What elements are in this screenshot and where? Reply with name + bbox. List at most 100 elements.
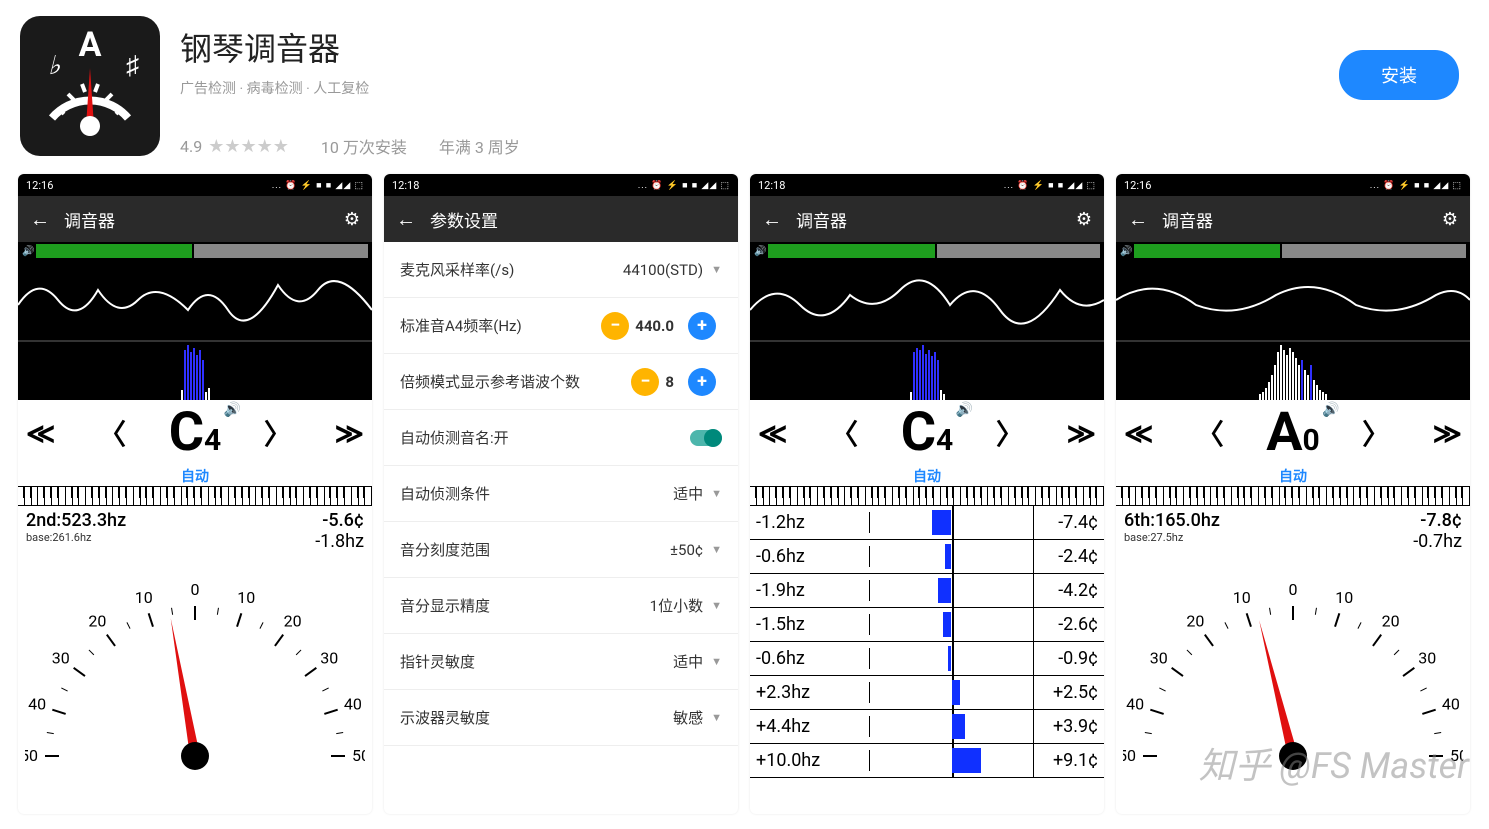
chevron-down-icon[interactable]: ▼ [711, 711, 722, 724]
auto-label[interactable]: 自动 [18, 466, 372, 486]
setting-row[interactable]: 标准音A4频率(Hz)−440.0+ [384, 298, 738, 354]
setting-label: 麦克风采样率(/s) [400, 259, 623, 280]
app-bar-title: 参数设置 [430, 207, 726, 232]
minus-button[interactable]: − [631, 368, 659, 396]
volume-bar: 🔊 [750, 242, 1104, 260]
volume-icon: 🔊 [22, 246, 34, 257]
screenshots-row: 12:16 ... ⏰ ⚡ ■ ■ ◢◢ ⬚ ← 调音器 ⚙ 🔊 ≪ 〈 C4 … [0, 174, 1489, 814]
deviation-row: +2.3hz+2.5¢ [750, 676, 1104, 710]
nav-next-icon[interactable]: 〉 [996, 413, 1024, 453]
screenshot-2[interactable]: 12:18 ... ⏰ ⚡ ■ ■ ◢◢ ⬚ ← 参数设置 麦克风采样率(/s)… [384, 174, 738, 814]
status-icons: ... ⏰ ⚡ ■ ■ ◢◢ ⬚ [1370, 180, 1462, 191]
nav-first-icon[interactable]: ≪ [26, 417, 55, 450]
dev-bar-cell [870, 642, 1034, 675]
waveform [1116, 260, 1470, 340]
chevron-down-icon[interactable]: ▼ [711, 487, 722, 500]
setting-label: 示波器灵敏度 [400, 707, 673, 728]
back-icon[interactable]: ← [396, 207, 416, 232]
piano-keys[interactable] [18, 486, 372, 506]
dev-cents: -4.2¢ [1034, 580, 1104, 601]
nav-next-icon[interactable]: 〉 [1362, 413, 1390, 453]
chevron-down-icon[interactable]: ▼ [711, 263, 722, 276]
auto-label[interactable]: 自动 [750, 466, 1104, 486]
piano-keys[interactable] [750, 486, 1104, 506]
nav-first-icon[interactable]: ≪ [758, 417, 787, 450]
setting-row[interactable]: 倍频模式显示参考谐波个数−8+ [384, 354, 738, 410]
nav-prev-icon[interactable]: 〈 [98, 413, 126, 453]
note-octave: 0 [1303, 423, 1320, 458]
nav-prev-icon[interactable]: 〈 [830, 413, 858, 453]
setting-value: ±50¢ [670, 541, 703, 559]
back-icon[interactable]: ← [1128, 207, 1148, 232]
app-bar: ← 调音器 ⚙ [1116, 196, 1470, 242]
chevron-down-icon[interactable]: ▼ [711, 599, 722, 612]
install-button[interactable]: 安装 [1339, 50, 1459, 100]
piano-keys[interactable] [1116, 486, 1470, 506]
note-octave: 4 [936, 423, 953, 458]
setting-label: 指针灵敏度 [400, 651, 673, 672]
back-icon[interactable]: ← [762, 207, 782, 232]
screenshot-1[interactable]: 12:16 ... ⏰ ⚡ ■ ■ ◢◢ ⬚ ← 调音器 ⚙ 🔊 ≪ 〈 C4 … [18, 174, 372, 814]
svg-text:50: 50 [1450, 746, 1463, 765]
setting-row[interactable]: 音分显示精度1位小数▼ [384, 578, 738, 634]
setting-row[interactable]: 音分刻度范围±50¢▼ [384, 522, 738, 578]
setting-row[interactable]: 自动侦测条件适中▼ [384, 466, 738, 522]
nav-last-icon[interactable]: ≫ [1433, 417, 1462, 450]
back-icon[interactable]: ← [30, 207, 50, 232]
sound-icon[interactable]: 🔊 [1322, 402, 1339, 418]
dev-bar [952, 714, 965, 739]
svg-text:20: 20 [1186, 612, 1204, 631]
setting-row[interactable]: 自动侦测音名:开 [384, 410, 738, 466]
gauge: 504030201001020304050 [1116, 552, 1470, 782]
chevron-down-icon[interactable]: ▼ [711, 655, 722, 668]
minus-button[interactable]: − [601, 312, 629, 340]
setting-row[interactable]: 指针灵敏度适中▼ [384, 634, 738, 690]
gear-icon[interactable]: ⚙ [344, 209, 360, 230]
dev-bar [938, 578, 951, 603]
status-bar: 12:18 ... ⏰ ⚡ ■ ■ ◢◢ ⬚ [384, 174, 738, 196]
auto-label[interactable]: 自动 [1116, 466, 1470, 486]
screenshot-4[interactable]: 12:16 ... ⏰ ⚡ ■ ■ ◢◢ ⬚ ← 调音器 ⚙ 🔊 ≪ 〈 A0 … [1116, 174, 1470, 814]
nav-last-icon[interactable]: ≫ [1067, 417, 1096, 450]
nav-first-icon[interactable]: ≪ [1124, 417, 1153, 450]
app-info: 钢琴调音器 广告检测 · 病毒检测 · 人工复检 4.9 ★★★★★ 10 万次… [180, 16, 1469, 158]
nav-last-icon[interactable]: ≫ [335, 417, 364, 450]
plus-button[interactable]: + [688, 312, 716, 340]
gauge: 504030201001020304050 [18, 552, 372, 782]
installs-count: 10 万次安装 [321, 134, 407, 158]
dev-bar-cell [870, 710, 1034, 743]
svg-text:10: 10 [237, 588, 255, 607]
toggle-switch[interactable] [690, 430, 722, 446]
app-bar-title: 调音器 [796, 207, 1062, 232]
setting-value: 1位小数 [650, 595, 703, 616]
sound-icon[interactable]: 🔊 [224, 402, 241, 418]
setting-row[interactable]: 示波器灵敏度敏感▼ [384, 690, 738, 746]
status-bar: 12:18 ... ⏰ ⚡ ■ ■ ◢◢ ⬚ [750, 174, 1104, 196]
gear-icon[interactable]: ⚙ [1076, 209, 1092, 230]
spectrum [750, 340, 1104, 400]
setting-row[interactable]: 麦克风采样率(/s)44100(STD)▼ [384, 242, 738, 298]
app-bar: ← 调音器 ⚙ [750, 196, 1104, 242]
deviation-row: +4.4hz+3.9¢ [750, 710, 1104, 744]
harmonic-freq: 6th:165.0hz [1124, 510, 1220, 531]
gear-icon[interactable]: ⚙ [1442, 209, 1458, 230]
dev-hz: +2.3hz [750, 682, 870, 703]
harmonic-freq: 2nd:523.3hz [26, 510, 126, 531]
svg-text:A: A [79, 26, 102, 65]
nav-prev-icon[interactable]: 〈 [1196, 413, 1224, 453]
base-row: base:261.6hz -1.8hz [18, 531, 372, 552]
wave-path [1116, 287, 1470, 311]
dev-cents: -2.4¢ [1034, 546, 1104, 567]
base-freq: base:261.6hz [26, 531, 91, 552]
dev-bar-cell [870, 744, 1034, 777]
plus-button[interactable]: + [688, 368, 716, 396]
base-hz: -0.7hz [1413, 531, 1462, 552]
status-bar: 12:16 ... ⏰ ⚡ ■ ■ ◢◢ ⬚ [1116, 174, 1470, 196]
nav-next-icon[interactable]: 〉 [264, 413, 292, 453]
screenshot-3[interactable]: 12:18 ... ⏰ ⚡ ■ ■ ◢◢ ⬚ ← 调音器 ⚙ 🔊 ≪ 〈 C4 … [750, 174, 1104, 814]
sound-icon[interactable]: 🔊 [956, 402, 973, 418]
svg-text:20: 20 [284, 612, 302, 631]
svg-text:50: 50 [352, 746, 365, 765]
chevron-down-icon[interactable]: ▼ [711, 543, 722, 556]
svg-text:40: 40 [28, 695, 46, 714]
